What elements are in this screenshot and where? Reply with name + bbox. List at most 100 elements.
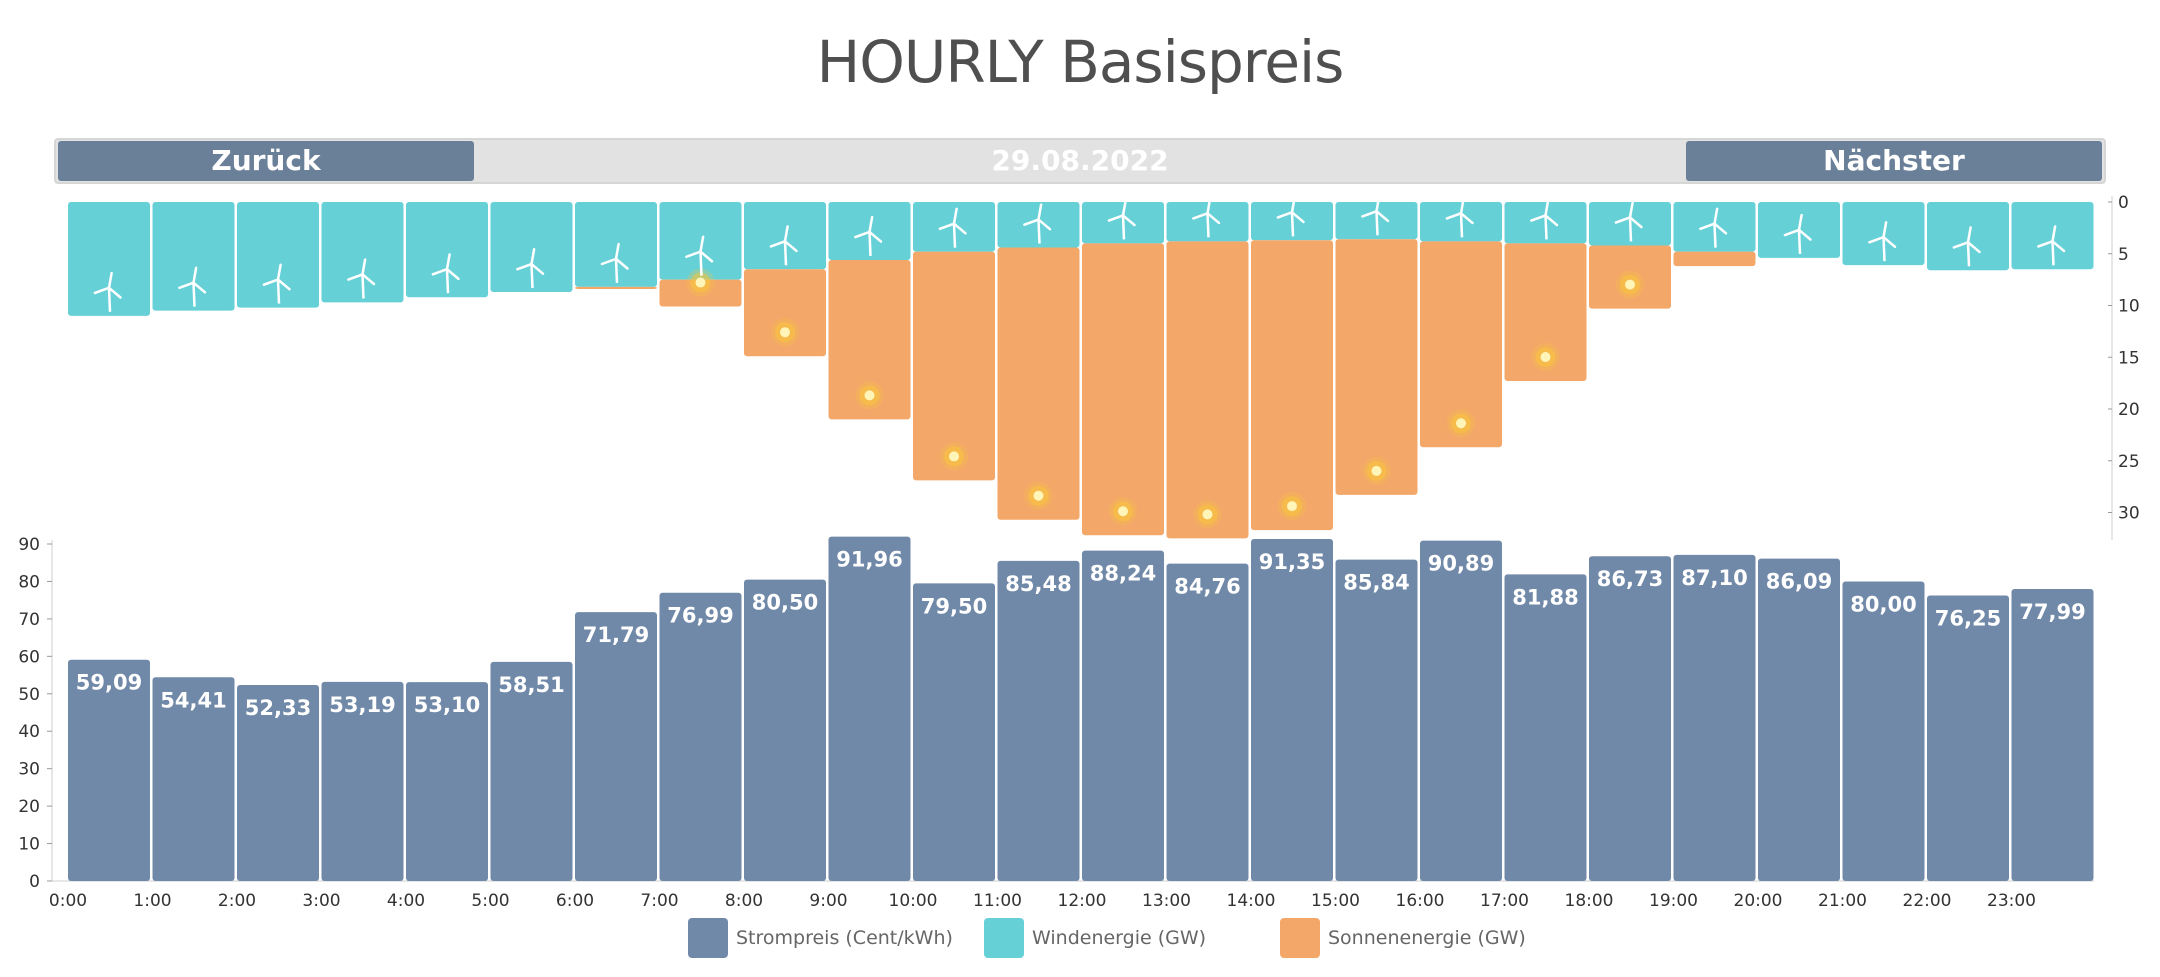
x-tick-label: 1:00 — [133, 891, 171, 911]
price-bar — [1082, 550, 1164, 881]
sun-icon — [940, 442, 968, 471]
x-tick-label: 22:00 — [1903, 891, 1952, 911]
x-tick-label: 20:00 — [1734, 891, 1783, 911]
x-tick-label: 16:00 — [1396, 891, 1445, 911]
price-value-label: 80,00 — [1850, 592, 1916, 616]
x-tick-label: 12:00 — [1058, 891, 1107, 911]
wind-turbine-icon — [1361, 195, 1390, 236]
wind-turbine-icon — [854, 215, 883, 257]
x-tick-label: 7:00 — [640, 891, 678, 911]
price-value-label: 76,99 — [667, 604, 733, 628]
price-tick-label: 40 — [18, 722, 40, 742]
wind-turbine-icon — [178, 266, 207, 307]
price-bar — [913, 583, 995, 881]
sun-bar — [997, 247, 1080, 520]
sun-bar — [1420, 241, 1502, 448]
x-tick-label: 0:00 — [49, 891, 87, 911]
wind-bar — [406, 202, 488, 298]
sun-icon — [1447, 409, 1475, 438]
sun-bar — [1251, 240, 1333, 531]
price-value-label: 84,76 — [1174, 575, 1240, 599]
price-value-label: 87,10 — [1681, 566, 1747, 590]
wind-bar — [490, 202, 573, 293]
price-bar — [1842, 581, 1925, 881]
wind-turbine-icon — [93, 271, 122, 312]
wind-turbine-icon — [1699, 207, 1728, 248]
price-value-label: 85,48 — [1005, 572, 1071, 596]
price-bar — [997, 560, 1080, 881]
sun-bar — [659, 279, 742, 307]
price-value-label: 52,33 — [245, 696, 311, 720]
sun-icon — [1616, 270, 1644, 299]
back-button[interactable]: Zurück — [58, 141, 474, 181]
x-tick-label: 3:00 — [302, 891, 340, 911]
price-value-label: 77,99 — [2019, 600, 2085, 624]
energy-tick-label: 10 — [2118, 297, 2140, 317]
x-tick-label: 9:00 — [809, 891, 847, 911]
wind-turbine-icon — [1276, 196, 1305, 237]
x-tick-label: 17:00 — [1480, 891, 1529, 911]
wind-turbine-icon — [685, 235, 714, 276]
price-value-label: 54,41 — [160, 688, 226, 712]
energy-tick-label: 15 — [2118, 348, 2140, 368]
sun-bar — [1166, 241, 1249, 539]
wind-turbine-icon — [769, 225, 798, 266]
x-tick-label: 4:00 — [387, 891, 425, 911]
wind-turbine-icon — [1192, 197, 1221, 238]
x-tick-label: 15:00 — [1311, 891, 1360, 911]
price-value-label: 59,09 — [76, 671, 142, 695]
energy-tick-label: 25 — [2118, 452, 2140, 472]
price-bar — [1589, 556, 1671, 881]
sun-bar — [1082, 243, 1164, 536]
x-tick-label: 13:00 — [1142, 891, 1191, 911]
price-value-label: 71,79 — [583, 623, 649, 647]
sun-icon — [1531, 343, 1560, 372]
price-bar — [1927, 595, 2009, 881]
wind-bar — [152, 202, 235, 311]
energy-tick-label: 20 — [2118, 400, 2140, 420]
price-tick-label: 30 — [18, 760, 40, 780]
sun-icon — [1278, 492, 1306, 521]
sun-icon — [855, 381, 884, 410]
wind-turbine-icon — [1614, 201, 1643, 242]
wind-turbine-icon — [1023, 203, 1052, 244]
price-tick-label: 80 — [18, 572, 40, 592]
sun-icon — [1109, 497, 1137, 526]
wind-turbine-icon — [431, 253, 460, 294]
price-value-label: 86,09 — [1766, 570, 1832, 594]
wind-turbine-icon — [1107, 199, 1136, 240]
legend-label-price: Strompreis (Cent/kWh) — [736, 927, 953, 949]
x-tick-label: 14:00 — [1227, 891, 1276, 911]
price-value-label: 76,25 — [1935, 606, 2001, 630]
wind-bar — [237, 202, 319, 308]
price-bar — [1758, 558, 1840, 881]
legend-item-wind: Windenergie (GW) — [984, 918, 1206, 958]
price-bar — [68, 659, 150, 881]
x-tick-label: 19:00 — [1649, 891, 1698, 911]
wind-turbine-icon — [347, 258, 376, 299]
price-bar — [1251, 538, 1333, 881]
price-bar — [237, 685, 319, 881]
energy-tick-label: 30 — [2118, 504, 2140, 524]
legend-swatch-wind — [984, 918, 1024, 958]
wind-bar — [68, 202, 150, 316]
sun-icon — [1193, 500, 1222, 529]
wind-bar — [575, 202, 657, 287]
wind-turbine-icon — [2037, 225, 2066, 266]
legend-label-wind: Windenergie (GW) — [1032, 927, 1207, 949]
page-title: HOURLY Basispreis — [816, 28, 1345, 96]
legend-item-price: Strompreis (Cent/kWh) — [688, 918, 953, 958]
price-bar — [1504, 574, 1587, 881]
price-bar — [1166, 563, 1249, 881]
sun-bar — [744, 269, 826, 357]
x-tick-label: 5:00 — [471, 891, 509, 911]
next-button[interactable]: Nächster — [1686, 141, 2102, 181]
x-tick-label: 23:00 — [1987, 891, 2036, 911]
legend-label-sun: Sonnenenergie (GW) — [1328, 927, 1526, 949]
wind-turbine-icon — [1530, 199, 1559, 240]
wind-turbine-icon — [262, 263, 291, 304]
price-tick-label: 20 — [18, 797, 40, 817]
x-tick-label: 18:00 — [1565, 891, 1614, 911]
price-tick-label: 60 — [18, 647, 40, 667]
x-tick-label: 6:00 — [556, 891, 594, 911]
